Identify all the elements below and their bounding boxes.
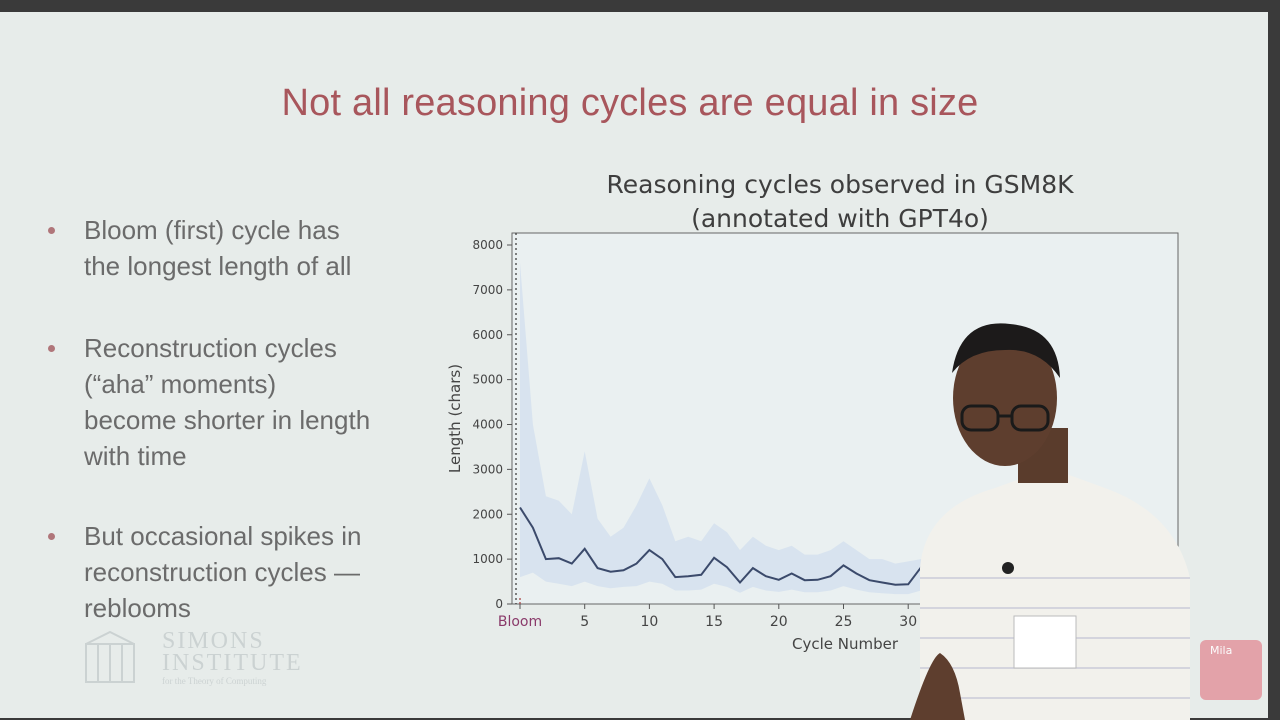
- simons-institute-logo: SIMONS INSTITUTE for the Theory of Compu…: [82, 628, 301, 692]
- y-tick-label: 2000: [472, 507, 503, 521]
- y-tick-label: 4000: [472, 418, 503, 432]
- chart-title: Reasoning cycles observed in GSM8K (anno…: [560, 168, 1120, 236]
- x-tick-label: 5: [580, 614, 589, 630]
- bullet-dot-icon: [48, 227, 55, 234]
- y-tick-label: 8000: [472, 238, 503, 252]
- chart-title-line: (annotated with GPT4o): [691, 204, 989, 233]
- x-tick-label: 10: [640, 614, 658, 630]
- microphone-icon: [1002, 562, 1014, 574]
- y-tick-label: 7000: [472, 283, 503, 297]
- slide-title: Not all reasoning cycles are equal in si…: [281, 82, 979, 124]
- chart-title-line: Reasoning cycles observed in GSM8K: [606, 170, 1074, 199]
- mila-logo-text: Mila: [1210, 644, 1233, 657]
- presenter-figure: [910, 323, 1190, 720]
- x-tick-label: 30: [899, 614, 917, 630]
- bullet-dot-icon: [48, 533, 55, 540]
- x-tick-label: 15: [705, 614, 723, 630]
- bullet-line: (“aha” moments): [84, 369, 277, 399]
- presenter-hand: [910, 653, 965, 720]
- confidence-band: [520, 262, 1155, 595]
- y-axis-label: Length (chars): [446, 364, 464, 473]
- x-tick-label: Bloom: [498, 614, 542, 630]
- name-badge: [1013, 615, 1077, 669]
- y-tick-label: 3000: [472, 462, 503, 476]
- presenter-hair: [952, 323, 1060, 378]
- bullet-line: become shorter in length: [84, 405, 371, 435]
- bullet-line: Bloom (first) cycle has: [84, 215, 340, 245]
- logo-subtitle: for the Theory of Computing: [162, 676, 267, 686]
- y-tick-label: 0: [495, 597, 503, 611]
- bullet-line: the longest length of all: [84, 251, 352, 281]
- mila-logo: Mila: [1200, 640, 1262, 700]
- bullet-line: with time: [84, 441, 187, 471]
- x-tick-label: 25: [835, 614, 853, 630]
- y-tick-label: 5000: [472, 373, 503, 387]
- x-axis-label: Cycle Number: [792, 635, 899, 653]
- x-tick-label: 20: [770, 614, 788, 630]
- bullet-line: Reconstruction cycles: [84, 333, 337, 363]
- logo-name: SIMONS INSTITUTE: [162, 628, 303, 676]
- y-tick-label: 1000: [472, 552, 503, 566]
- bullet-line: But occasional spikes in: [84, 521, 362, 551]
- presenter-shirt: [920, 468, 1190, 720]
- institute-emblem-icon: [85, 630, 135, 683]
- bullet-dot-icon: [48, 345, 55, 352]
- glasses-icon: [960, 404, 1050, 432]
- bullet-line: reconstruction cycles —: [84, 557, 360, 587]
- bullet-line: reblooms: [84, 593, 191, 623]
- y-tick-label: 6000: [472, 328, 503, 342]
- presenter-head: [953, 330, 1057, 466]
